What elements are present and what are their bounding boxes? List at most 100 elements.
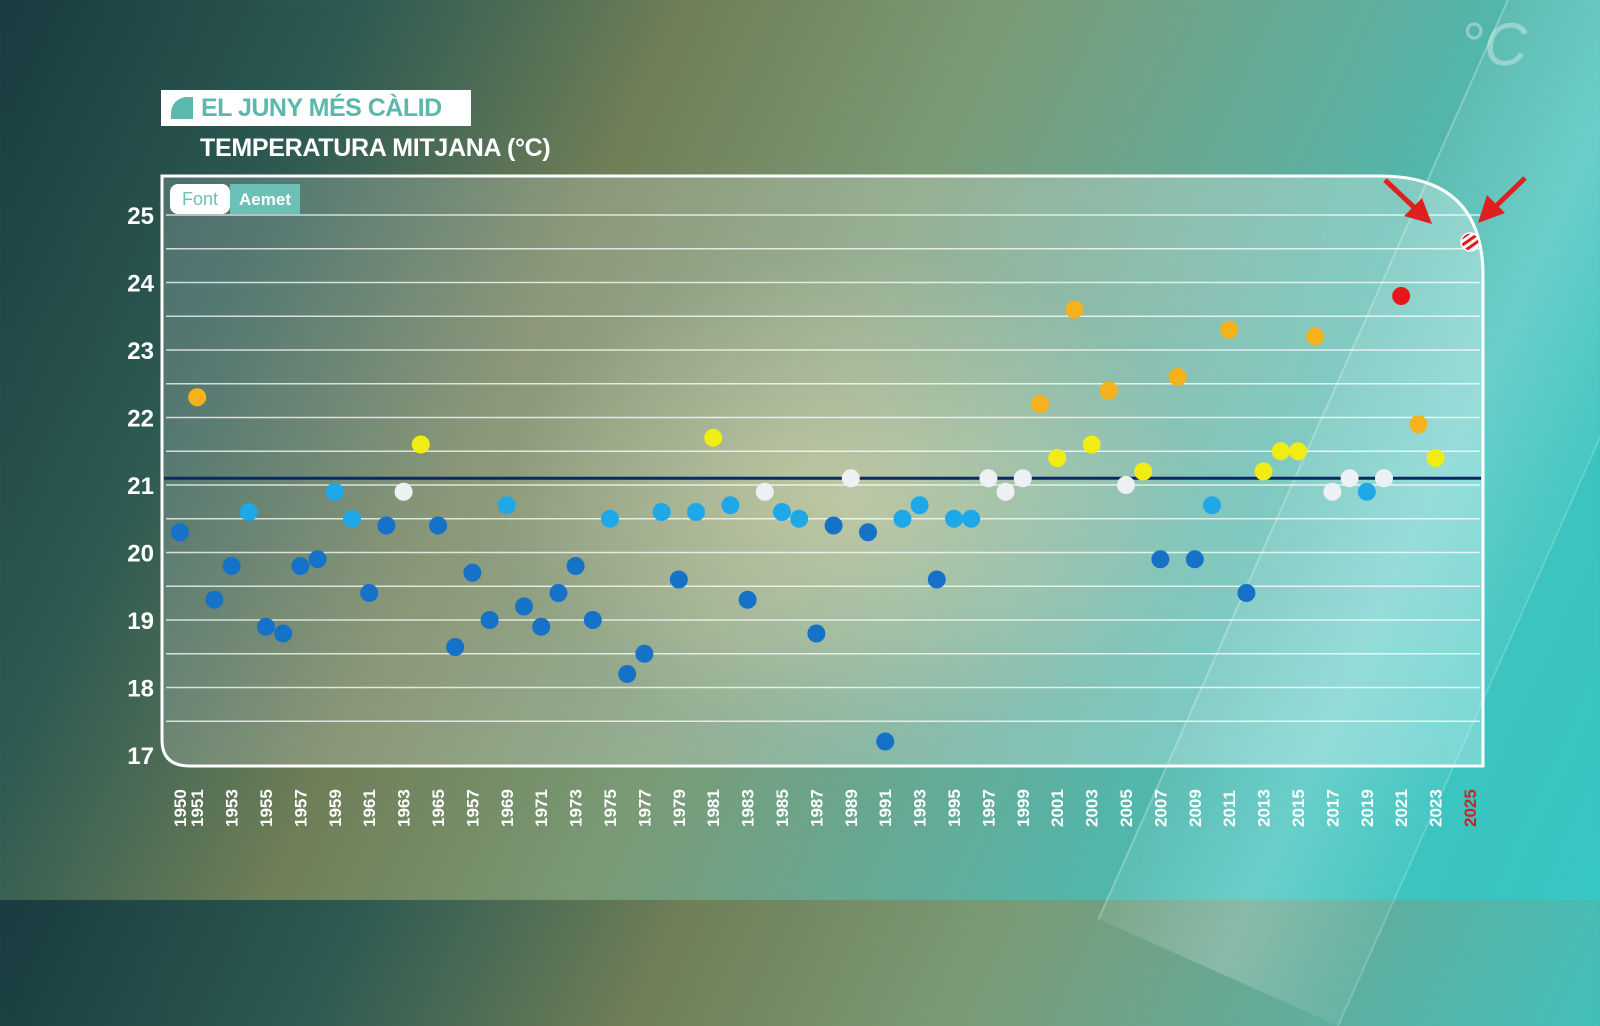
data-point-1979 (669, 570, 688, 589)
x-tick-label: 2023 (1427, 789, 1446, 827)
x-tick-label: 2001 (1048, 789, 1067, 827)
data-points (171, 232, 1480, 751)
arrow-right-icon (1478, 176, 1527, 223)
data-point-1994 (927, 570, 946, 589)
data-point-1960 (343, 509, 361, 528)
data-point-2012 (1237, 584, 1256, 602)
y-tick-label: 17 (127, 743, 154, 770)
x-tick-label: 1991 (876, 789, 895, 827)
x-tick-label: 1953 (223, 789, 242, 827)
source-value: Aemet (239, 190, 291, 209)
data-point-2025 (1460, 232, 1480, 252)
title-tab-icon (171, 97, 193, 119)
x-tick-label: 1989 (842, 789, 861, 827)
data-point-2023 (1426, 449, 1445, 467)
x-tick-label: 1997 (979, 789, 998, 827)
y-tick-label: 20 (127, 541, 154, 568)
data-point-1997 (979, 469, 998, 488)
data-point-1968 (480, 611, 499, 629)
data-point-1993 (910, 496, 929, 515)
source-badge: Font Aemet (170, 184, 300, 214)
data-point-1956 (274, 624, 293, 643)
data-point-2010 (1203, 496, 1221, 515)
data-point-2021 (1392, 287, 1411, 305)
celsius-background-label: °C (1460, 11, 1528, 78)
record-arrows (1383, 176, 1527, 224)
data-point-1959 (325, 482, 344, 501)
x-tick-label: 2007 (1151, 789, 1170, 827)
y-tick-label: 21 (127, 473, 154, 500)
x-tick-label: 2025 (1461, 789, 1480, 827)
source-label: Font (182, 189, 218, 209)
x-tick-label: 1957 (291, 789, 310, 827)
data-point-1963 (394, 482, 413, 501)
x-tick-label: 1979 (670, 789, 689, 827)
data-point-1974 (583, 611, 602, 629)
data-point-1980 (687, 503, 705, 521)
x-tick-label: 1983 (739, 789, 758, 827)
data-point-2006 (1134, 462, 1153, 481)
data-point-1957 (291, 557, 310, 575)
data-point-1972 (549, 584, 568, 602)
x-tick-label: 2011 (1220, 790, 1239, 827)
x-tick-label: 1993 (911, 789, 930, 827)
data-point-1962 (377, 516, 396, 535)
data-point-2000 (1031, 395, 1049, 413)
y-tick-label: 23 (127, 338, 154, 365)
data-point-2004 (1099, 381, 1118, 400)
data-point-1991 (876, 732, 895, 751)
y-tick-label: 25 (127, 203, 154, 230)
x-tick-label: 1999 (1014, 789, 1033, 827)
x-tick-label: 1950 (171, 789, 190, 827)
data-point-1999 (1013, 469, 1032, 488)
x-tick-label: 2015 (1289, 789, 1308, 827)
data-point-1976 (618, 665, 637, 683)
data-point-2009 (1185, 550, 1204, 569)
x-tick-label: 1959 (326, 789, 345, 827)
x-tick-label: 1973 (567, 789, 586, 827)
data-point-1989 (841, 469, 860, 488)
x-tick-label: 1963 (395, 789, 414, 827)
x-tick-label: 2009 (1186, 789, 1205, 827)
data-point-1973 (566, 557, 585, 575)
x-tick-label: 1969 (498, 789, 517, 827)
plot-area (160, 174, 1485, 768)
x-tick-label: 1955 (257, 789, 276, 827)
data-point-1998 (996, 482, 1015, 501)
x-tick-label: 2019 (1358, 789, 1377, 827)
data-point-2005 (1117, 476, 1135, 494)
y-tick-label: 19 (127, 608, 154, 635)
data-point-2016 (1306, 327, 1325, 346)
x-tick-label: 1971 (532, 789, 551, 827)
x-tick-label: 1957 (463, 789, 482, 827)
data-point-1986 (790, 509, 809, 528)
x-tick-label: 1951 (188, 789, 207, 827)
data-point-2019 (1357, 482, 1376, 501)
data-point-2018 (1340, 469, 1359, 488)
data-point-2013 (1254, 462, 1273, 481)
x-tick-label: 1977 (635, 789, 654, 827)
data-point-1967 (463, 563, 482, 582)
data-point-2007 (1151, 550, 1170, 569)
y-axis-labels: 25 24 23 22 21 20 19 18 17 (127, 203, 154, 770)
data-point-1969 (497, 496, 516, 515)
data-point-2014 (1271, 442, 1290, 461)
chart-subtitle: TEMPERATURA MITJANA (°C) (200, 134, 551, 162)
arrow-left-icon (1383, 178, 1432, 224)
data-point-1970 (515, 597, 533, 616)
data-point-2002 (1065, 300, 1084, 319)
x-tick-label: 2003 (1083, 789, 1102, 827)
data-point-1955 (257, 617, 275, 636)
x-tick-label: 1987 (807, 789, 826, 827)
data-point-1984 (755, 482, 774, 501)
data-point-1992 (893, 509, 912, 528)
data-point-1954 (239, 503, 258, 521)
data-point-2011 (1220, 320, 1239, 339)
data-point-2008 (1168, 368, 1187, 386)
data-point-1995 (945, 509, 963, 528)
data-point-1964 (411, 435, 430, 454)
data-point-1987 (807, 624, 826, 643)
x-tick-label: 2013 (1255, 789, 1274, 827)
